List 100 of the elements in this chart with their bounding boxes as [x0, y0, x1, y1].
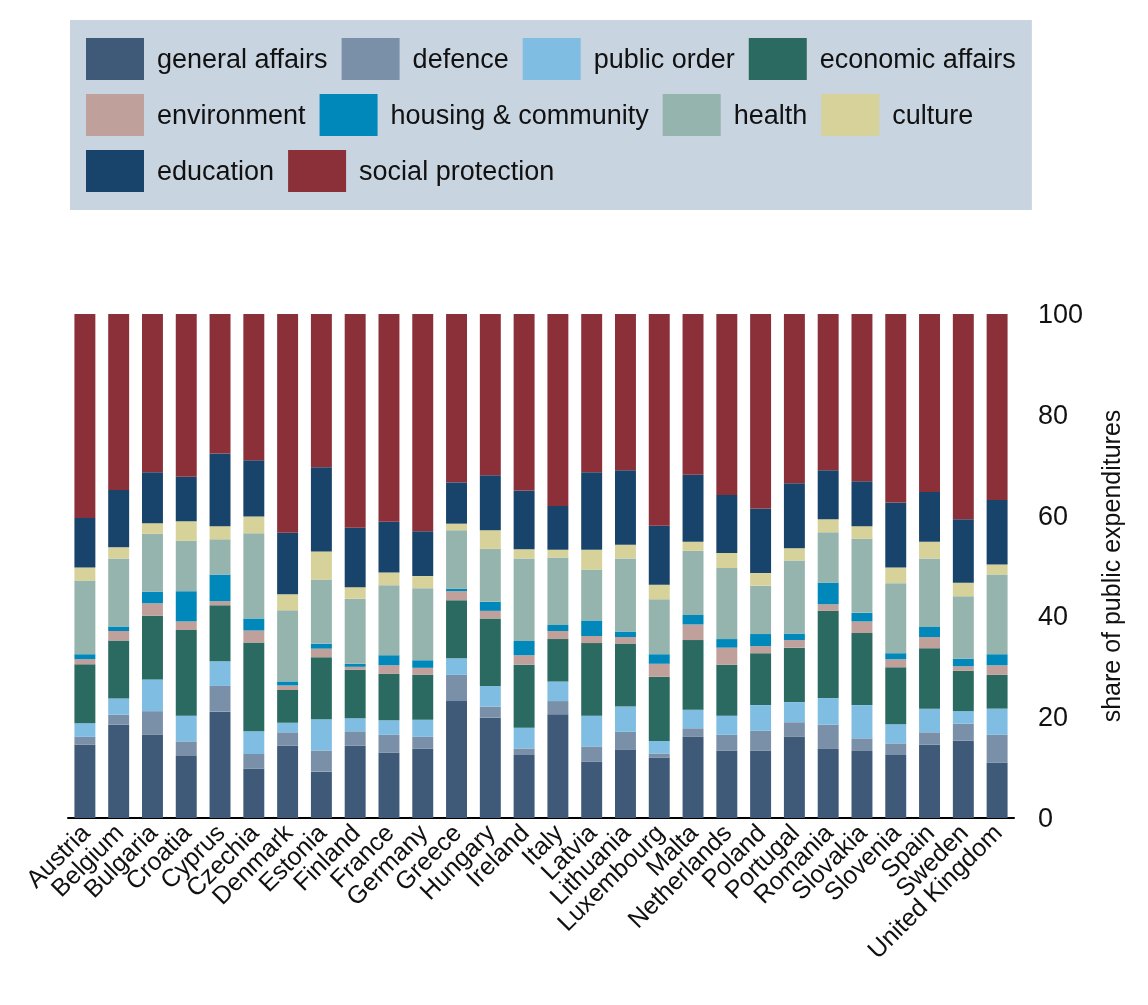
- bar: [243, 314, 265, 461]
- bar: [783, 633, 805, 641]
- bar: [310, 771, 332, 818]
- y-tick-label: 40: [1038, 601, 1069, 632]
- bar: [648, 676, 670, 741]
- bar: [175, 630, 197, 716]
- bar: [175, 314, 197, 477]
- bar: [446, 701, 468, 818]
- bar: [108, 626, 130, 632]
- bar: [919, 491, 941, 542]
- legend-label: housing & community: [390, 100, 650, 130]
- bar: [209, 685, 231, 712]
- bar: [412, 531, 434, 577]
- bar: [513, 558, 535, 642]
- bar: [716, 715, 738, 735]
- bar: [716, 314, 738, 495]
- bar: [74, 314, 96, 519]
- bar: [919, 541, 941, 559]
- bar: [682, 541, 704, 551]
- bar: [919, 558, 941, 627]
- bar: [446, 482, 468, 524]
- bar: [344, 598, 366, 664]
- bar: [986, 762, 1008, 818]
- bar: [614, 706, 636, 732]
- bar: [108, 314, 130, 490]
- bar: [243, 642, 265, 732]
- bar: [986, 499, 1008, 565]
- bar: [446, 314, 468, 483]
- bar: [175, 756, 197, 818]
- bar: [851, 481, 873, 527]
- bar: [547, 631, 569, 640]
- bar: [479, 475, 501, 531]
- bar: [175, 476, 197, 522]
- bar: [108, 640, 130, 699]
- bar: [783, 314, 805, 484]
- y-axis-title: share of public expenditures: [1096, 409, 1125, 723]
- bar: [952, 658, 974, 667]
- bar: [277, 681, 299, 686]
- bar: [74, 723, 96, 737]
- bar: [243, 533, 265, 619]
- bar: [513, 490, 535, 550]
- bar: [750, 646, 772, 654]
- bar: [446, 591, 468, 601]
- bar: [74, 664, 96, 724]
- bar: [310, 657, 332, 720]
- bar: [74, 654, 96, 660]
- bar: [783, 640, 805, 648]
- legend-label: defence: [412, 44, 509, 74]
- bar: [141, 591, 163, 604]
- bar: [648, 599, 670, 655]
- bar: [344, 587, 366, 599]
- legend-label: health: [733, 100, 808, 130]
- bar: [716, 750, 738, 818]
- bar: [513, 655, 535, 665]
- bar: [479, 685, 501, 707]
- bar: [614, 749, 636, 818]
- bar: [141, 711, 163, 735]
- bar: [175, 741, 197, 757]
- bar: [141, 734, 163, 818]
- bar: [986, 654, 1008, 666]
- bar: [581, 715, 603, 747]
- bar: [547, 314, 569, 507]
- bar: [74, 744, 96, 818]
- bar: [952, 596, 974, 659]
- bar: [175, 591, 197, 622]
- legend-label: culture: [892, 100, 974, 130]
- bar: [851, 750, 873, 818]
- bar: [581, 472, 603, 550]
- y-tick-label: 80: [1038, 399, 1069, 430]
- bar: [344, 745, 366, 818]
- bar: [885, 583, 907, 654]
- bar: [547, 701, 569, 715]
- bar: [74, 580, 96, 655]
- bar: [141, 314, 163, 473]
- bar: [513, 664, 535, 728]
- bar: [344, 314, 366, 528]
- bar: [648, 525, 670, 585]
- bar: [716, 734, 738, 751]
- bar: [851, 633, 873, 706]
- bar: [175, 715, 197, 742]
- bar: [412, 748, 434, 818]
- bar: [919, 637, 941, 649]
- bar: [885, 314, 907, 503]
- y-tick-label: 100: [1038, 299, 1084, 329]
- bar: [817, 724, 839, 749]
- bar: [243, 768, 265, 818]
- bar: [378, 314, 400, 522]
- bar: [479, 610, 501, 619]
- bar: [209, 453, 231, 527]
- bar: [817, 610, 839, 699]
- bar: [479, 601, 501, 611]
- bar: [412, 667, 434, 675]
- bar: [851, 705, 873, 739]
- bar: [750, 585, 772, 635]
- bar: [851, 738, 873, 751]
- bar: [682, 640, 704, 710]
- bar: [513, 314, 535, 491]
- bar: [783, 560, 805, 634]
- bar: [885, 667, 907, 725]
- bar: [750, 508, 772, 574]
